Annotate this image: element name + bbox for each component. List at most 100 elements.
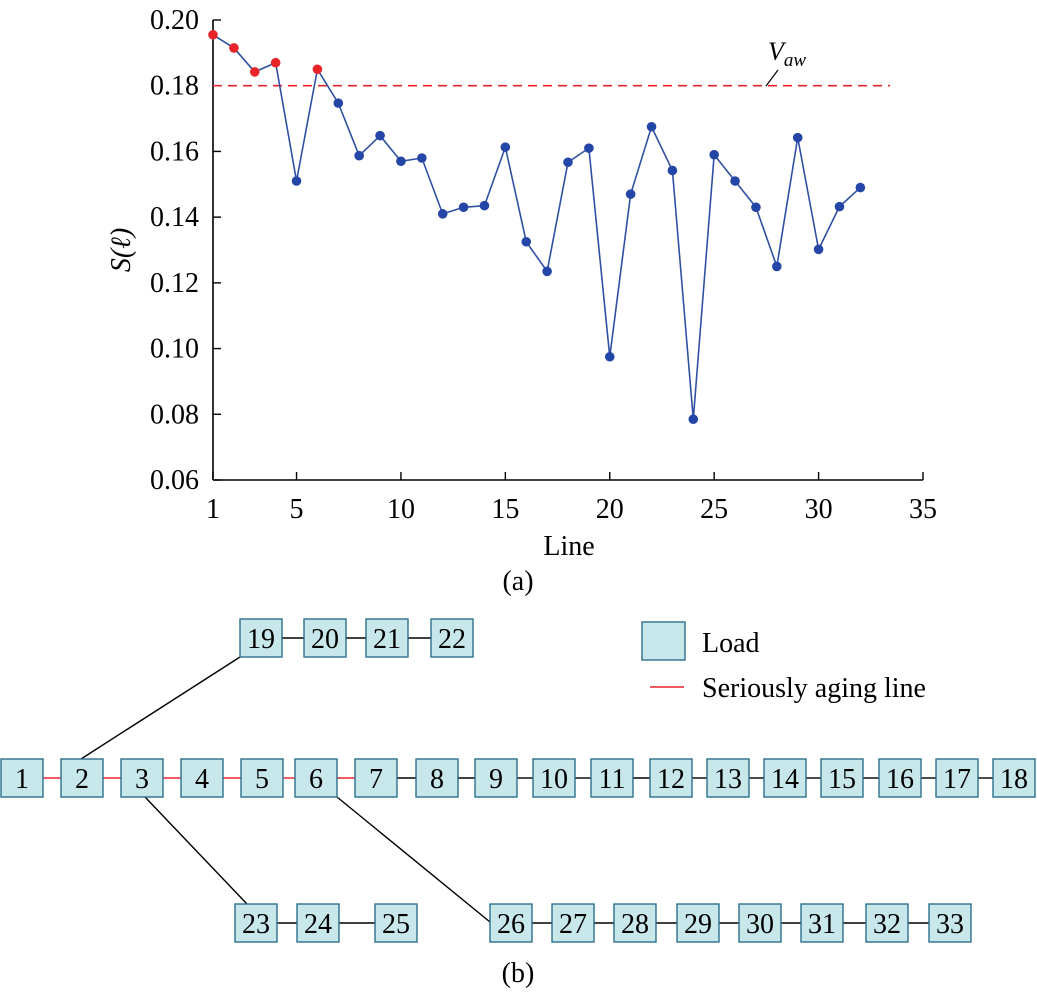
- load-node: 1: [0, 758, 44, 798]
- x-tick-labels: 1 5 10 15 20 25 30 35: [206, 494, 937, 525]
- load-label: 1: [15, 764, 29, 795]
- data-point: [751, 202, 761, 213]
- threshold-label-sub: aw: [784, 50, 807, 71]
- load-node: 9: [474, 758, 518, 798]
- load-label: 24: [304, 909, 332, 940]
- x-tick-label: 30: [805, 494, 833, 525]
- data-point: [291, 176, 302, 186]
- data-point: [772, 261, 782, 272]
- load-node: 17: [935, 758, 979, 798]
- load-box: [590, 758, 634, 798]
- load-label: 27: [559, 909, 587, 940]
- data-point: [855, 182, 866, 193]
- load-node: 18: [992, 758, 1036, 798]
- load-node: 33: [928, 903, 972, 943]
- data-point: [458, 202, 469, 213]
- data-point: [792, 132, 803, 143]
- x-tick-label: 5: [290, 494, 304, 525]
- x-tick-label: 10: [387, 494, 415, 525]
- load-node: 6: [294, 758, 338, 798]
- load-box: [430, 618, 474, 658]
- load-box: [296, 903, 340, 943]
- data-point: [667, 165, 678, 176]
- legend-load-label: Load: [702, 628, 760, 659]
- load-box: [676, 903, 720, 943]
- load-node: 22: [430, 618, 474, 658]
- load-box: [878, 758, 922, 798]
- load-label: 20: [311, 624, 339, 655]
- load-box: [489, 903, 533, 943]
- x-tick-label: 20: [596, 494, 624, 525]
- load-label: 22: [438, 624, 466, 655]
- branch-edge: [80, 656, 241, 760]
- load-box: [551, 903, 595, 943]
- load-box: [415, 758, 459, 798]
- threshold-label: Vaw: [768, 37, 806, 71]
- load-box: [935, 758, 979, 798]
- load-label: 28: [621, 909, 649, 940]
- panel-label-b: (b): [502, 958, 535, 989]
- y-tick-label: 0.20: [150, 5, 199, 36]
- data-point: [584, 143, 594, 153]
- data-point: [500, 142, 511, 152]
- y-tick-label: 0.12: [150, 268, 199, 299]
- y-tick-label: 0.14: [150, 202, 199, 233]
- data-point: [542, 266, 552, 277]
- load-node: 23: [234, 903, 278, 943]
- load-box: [613, 903, 657, 943]
- load-label: 14: [771, 764, 799, 795]
- load-node: 15: [820, 758, 864, 798]
- y-tick-marks: [213, 19, 221, 481]
- data-point: [730, 176, 740, 186]
- load-label: 21: [373, 624, 401, 655]
- load-label: 5: [255, 764, 269, 795]
- load-box: [180, 758, 224, 798]
- x-axis-label: Line: [543, 531, 594, 562]
- data-point: [396, 156, 406, 167]
- x-tick-marks: [212, 472, 924, 480]
- data-point-highlighted: [249, 67, 260, 77]
- load-node: 7: [354, 758, 398, 798]
- load-node: 29: [676, 903, 720, 943]
- load-label: 19: [247, 624, 275, 655]
- load-node: 25: [374, 903, 418, 943]
- data-point: [479, 200, 490, 211]
- x-tick-label: 35: [909, 494, 937, 525]
- load-box: [240, 758, 284, 798]
- load-label: 11: [599, 764, 626, 795]
- load-node: 3: [120, 758, 164, 798]
- load-box: [234, 903, 278, 943]
- data-point: [521, 236, 532, 247]
- load-label: 17: [943, 764, 971, 795]
- load-box: [60, 758, 104, 798]
- load-label: 12: [657, 764, 685, 795]
- load-label: 7: [369, 764, 383, 795]
- load-label: 8: [430, 764, 444, 795]
- y-tick-label: 0.10: [150, 334, 199, 365]
- load-box: [354, 758, 398, 798]
- load-box: [120, 758, 164, 798]
- load-node: 12: [649, 758, 693, 798]
- line-chart: 0.060.080.100.120.140.160.180.20 1 5 10 15 2…: [106, 5, 937, 597]
- load-box: [800, 903, 844, 943]
- x-tick-label: 1: [206, 494, 220, 525]
- load-node: 13: [706, 758, 750, 798]
- load-label: 18: [1000, 764, 1028, 795]
- load-box: [532, 758, 576, 798]
- load-label: 10: [540, 764, 568, 795]
- load-box: [0, 758, 44, 798]
- load-label: 26: [497, 909, 525, 940]
- load-node: 21: [365, 618, 409, 658]
- series-line: [212, 34, 861, 421]
- data-point: [375, 130, 385, 141]
- diagram-edges: [43, 637, 993, 924]
- load-node: 31: [800, 903, 844, 943]
- legend: Load Seriously aging line: [641, 621, 926, 704]
- data-points: [208, 29, 866, 425]
- load-label: 33: [936, 909, 964, 940]
- load-node: 5: [240, 758, 284, 798]
- load-label: 4: [195, 764, 209, 795]
- data-point: [688, 414, 699, 425]
- y-axis-label: S(ℓ): [106, 228, 137, 272]
